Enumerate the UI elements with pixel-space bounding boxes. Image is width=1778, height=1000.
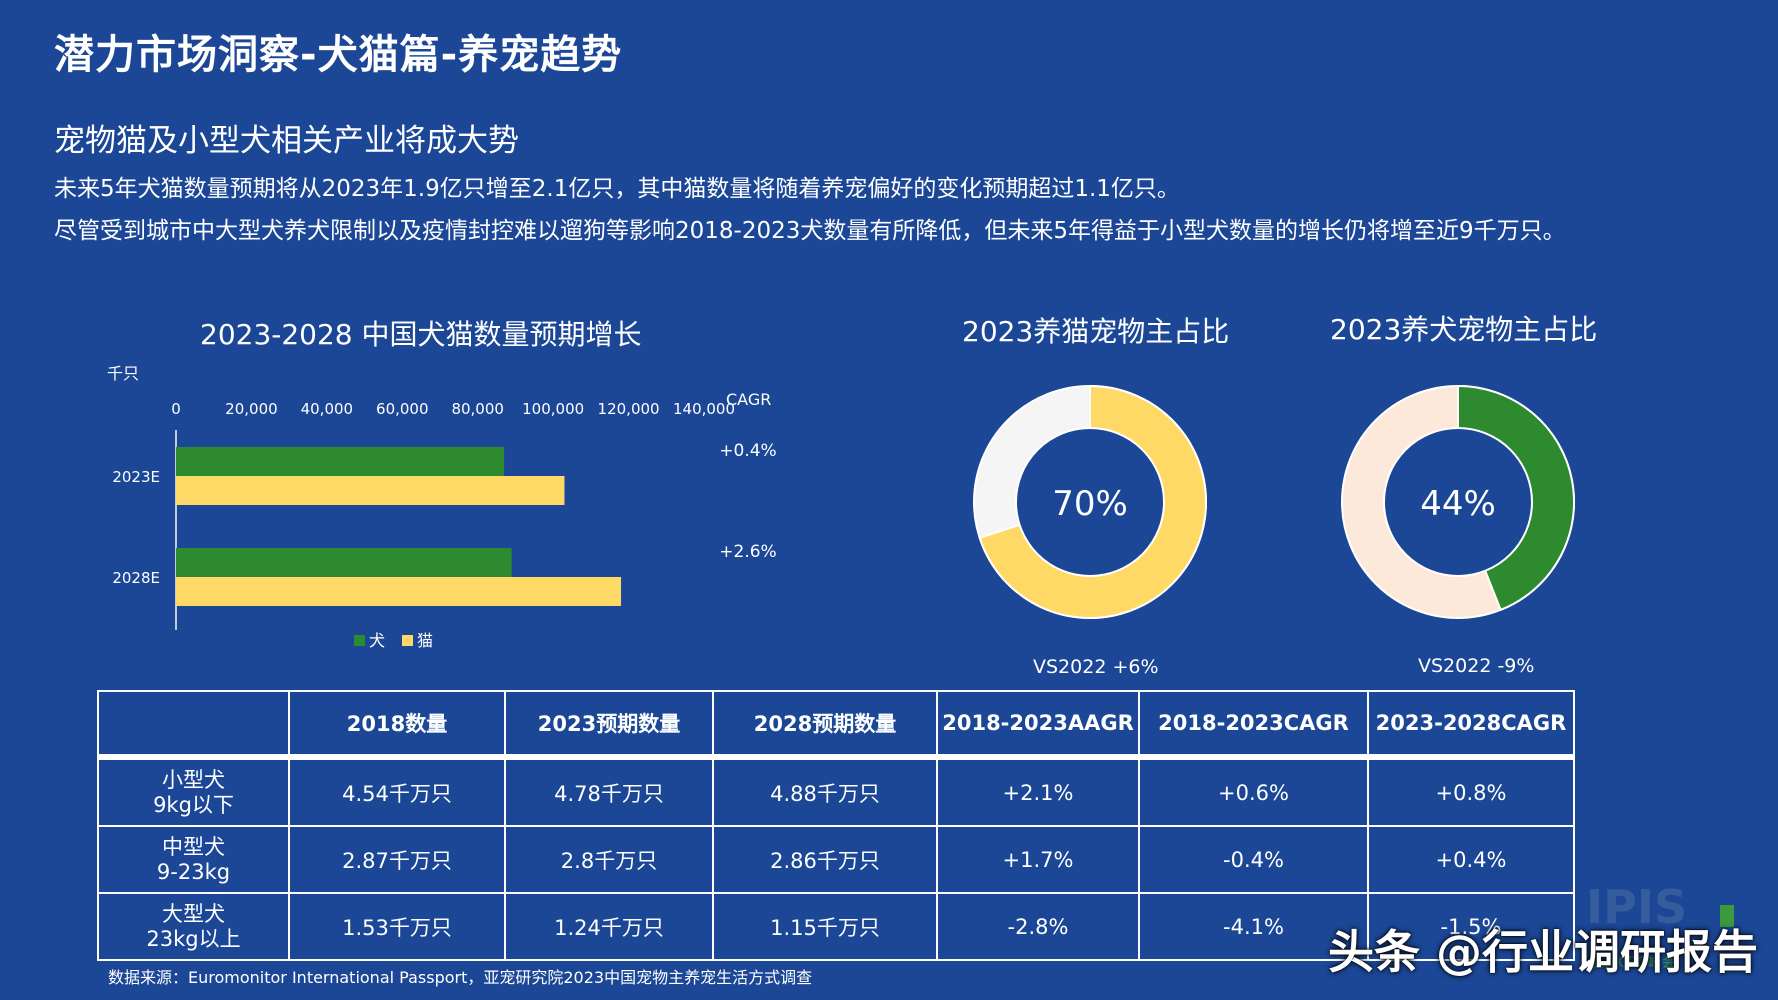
x-tick-label: 20,000	[225, 400, 278, 418]
row-label: 大型犬	[162, 901, 225, 926]
table-row: 中型犬 9-23kg 2.87千万只 2.8千万只 2.86千万只 +1.7% -…	[97, 825, 1575, 894]
bar-dog	[176, 548, 512, 577]
row-sublabel: 9kg以下	[153, 792, 234, 817]
table-cell: 2.87千万只	[288, 825, 506, 894]
table-cell: 2.8千万只	[504, 825, 714, 894]
table-cell: -0.4%	[1138, 825, 1369, 894]
dog-size-table: 2018数量 2023预期数量 2028预期数量 2018-2023AAGR 2…	[97, 690, 1575, 961]
x-tick-label: 120,000	[598, 400, 660, 418]
bar-cat	[176, 476, 565, 505]
x-tick-label: 140,000	[673, 400, 735, 418]
table-cell: +0.8%	[1367, 756, 1575, 827]
cagr-label: +0.4%	[719, 441, 776, 461]
dog-donut-title: 2023养犬宠物主占比	[1330, 313, 1598, 346]
cat-donut-hole	[1015, 427, 1165, 577]
row-header: 小型犬 9kg以下	[97, 756, 290, 827]
table-cell: 1.53千万只	[288, 892, 506, 961]
dog-donut-hole	[1383, 427, 1533, 577]
dog-vs-2022: VS2022 -9%	[1418, 655, 1535, 677]
dog-center-label: 44%	[1420, 484, 1496, 524]
cat-donut-chart: 70%	[973, 384, 1207, 619]
section-subtitle: 宠物猫及小型犬相关产业将成大势	[54, 123, 519, 159]
table-cell: 1.24千万只	[504, 892, 714, 961]
table-cell: -4.1%	[1138, 892, 1369, 961]
bar-chart: 千只 CAGR 0 20,000 40,000 60,000 80,000 100,000…	[107, 364, 777, 650]
row-label: 中型犬	[162, 834, 225, 859]
legend-swatch	[354, 635, 365, 646]
row-header: 大型犬 23kg以上	[97, 892, 290, 961]
bar-chart-title: 2023-2028 中国犬猫数量预期增长	[200, 318, 642, 351]
x-tick-label: 100,000	[522, 400, 584, 418]
summary-paragraph-1: 未来5年犬猫数量预期将从2023年1.9亿只增至2.1亿只，其中猫数量将随着养宠…	[54, 176, 1180, 202]
table-header-cell: 2023预期数量	[504, 690, 714, 758]
data-source-note: 数据来源：Euromonitor International Passport，…	[108, 968, 813, 987]
table-cell: 4.54千万只	[288, 756, 506, 827]
category-label: 2023E	[112, 468, 160, 486]
cagr-header: CAGR	[726, 390, 771, 409]
dog-donut-chart: 44%	[1341, 384, 1575, 619]
cat-center-label: 70%	[1052, 484, 1128, 524]
x-tick-label: 80,000	[451, 400, 504, 418]
x-tick-label: 0	[171, 400, 181, 418]
table-cell: +0.4%	[1367, 825, 1575, 894]
table-cell: +2.1%	[936, 756, 1140, 827]
table-cell: 4.78千万只	[504, 756, 714, 827]
table-header-cell: 2018-2023CAGR	[1138, 690, 1369, 758]
ipis-logo: IPIS	[1586, 880, 1688, 934]
table-header-cell: 2018数量	[288, 690, 506, 758]
cagr-label: +2.6%	[719, 542, 776, 562]
row-sublabel: 23kg以上	[146, 926, 241, 951]
row-label: 小型犬	[162, 767, 225, 792]
legend-label: 犬	[369, 631, 385, 650]
row-header: 中型犬 9-23kg	[97, 825, 290, 894]
page-title: 潜力市场洞察-犬猫篇-养宠趋势	[54, 32, 623, 78]
table-cell: 2.86千万只	[712, 825, 938, 894]
bar-cat	[176, 577, 622, 606]
summary-paragraph-2: 尽管受到城市中大型犬养犬限制以及疫情封控难以遛狗等影响2018-2023犬数量有…	[54, 218, 1566, 244]
table-header-cell: 2018-2023AAGR	[936, 690, 1140, 758]
table-cell: -1.5%	[1367, 892, 1575, 961]
table-cell: 4.88千万只	[712, 756, 938, 827]
table-header-cell: 2023-2028CAGR	[1367, 690, 1575, 758]
table-cell: -2.8%	[936, 892, 1140, 961]
unit-label: 千只	[107, 364, 139, 383]
cat-vs-2022: VS2022 +6%	[1033, 656, 1159, 678]
table-header-row: 2018数量 2023预期数量 2028预期数量 2018-2023AAGR 2…	[97, 690, 1575, 758]
table-cell: 1.15千万只	[712, 892, 938, 961]
legend-swatch	[402, 635, 413, 646]
table-header-cell	[97, 690, 290, 758]
bar-dog	[176, 447, 505, 476]
row-sublabel: 9-23kg	[156, 859, 231, 884]
legend-label: 猫	[417, 631, 433, 650]
table-cell: +1.7%	[936, 825, 1140, 894]
table-row: 小型犬 9kg以下 4.54千万只 4.78千万只 4.88千万只 +2.1% +…	[97, 756, 1575, 827]
x-tick-label: 60,000	[376, 400, 429, 418]
category-label: 2028E	[112, 569, 160, 587]
cat-donut-title: 2023养猫宠物主占比	[962, 315, 1230, 348]
table-header-cell: 2028预期数量	[712, 690, 938, 758]
table-cell: +0.6%	[1138, 756, 1369, 827]
watermark-text: 头条 @行业调研报告	[1328, 925, 1759, 979]
logo-flag-icon	[1720, 905, 1734, 927]
logo-subtitle: 亚宠CEO峰会	[1590, 955, 1676, 971]
x-tick-label: 40,000	[301, 400, 354, 418]
table-row: 大型犬 23kg以上 1.53千万只 1.24千万只 1.15千万只 -2.8% …	[97, 892, 1575, 961]
